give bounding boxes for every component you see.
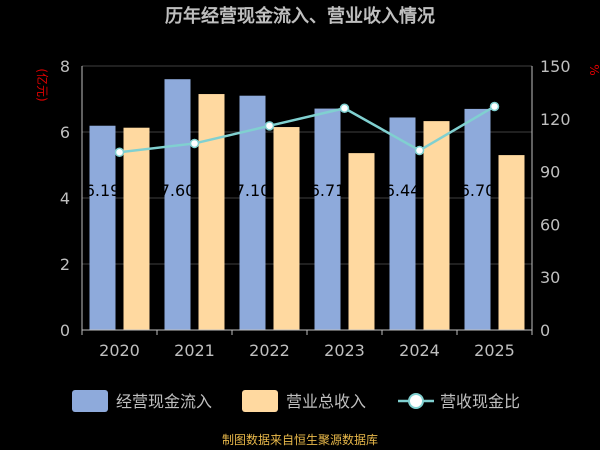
bar-cash-inflow bbox=[314, 108, 341, 330]
x-tick-label: 2023 bbox=[324, 341, 365, 360]
bar-revenue bbox=[498, 155, 525, 330]
bar-cash-inflow bbox=[464, 108, 491, 331]
bar-revenue bbox=[198, 94, 225, 330]
ratio-point bbox=[489, 101, 500, 112]
bar-revenue bbox=[123, 127, 150, 331]
legend-label-cash-inflow: 经营现金流入 bbox=[116, 392, 212, 411]
y-left-tick-label: 6 bbox=[60, 123, 70, 142]
bar-value-label: 6.71 bbox=[310, 181, 346, 200]
y-left-tick-label: 2 bbox=[60, 255, 70, 274]
y-left-axis-label: (亿元) bbox=[35, 68, 50, 101]
bar-revenue bbox=[423, 121, 450, 330]
source-note: 制图数据来自恒生聚源数据库 bbox=[222, 432, 378, 447]
y-right-tick-label: 0 bbox=[540, 321, 550, 340]
legend-label-ratio: 营收现金比 bbox=[440, 392, 520, 411]
legend-swatch-cash-inflow bbox=[72, 390, 108, 412]
ratio-point bbox=[264, 121, 275, 131]
bar-cash-inflow bbox=[164, 79, 191, 330]
legend: 经营现金流入 营业总收入 营收现金比 bbox=[72, 390, 520, 412]
bar-value-label: 6.19 bbox=[85, 181, 121, 200]
bar-value-label: 7.10 bbox=[235, 181, 271, 200]
y-right-tick-label: 90 bbox=[540, 163, 560, 182]
y-right-axis-label: % bbox=[587, 64, 600, 75]
y-right-tick-label: 120 bbox=[540, 110, 571, 129]
legend-label-revenue: 营业总收入 bbox=[286, 392, 366, 411]
bar-value-labels: 6.19 7.60 7.10 6.71 6.44 6.70 bbox=[85, 181, 496, 200]
y-left-tick-label: 8 bbox=[60, 57, 70, 76]
x-tick-label: 2025 bbox=[474, 341, 515, 360]
bar-revenue bbox=[348, 153, 375, 330]
bar-value-label: 6.70 bbox=[460, 181, 496, 200]
chart-title: 历年经营现金流入、营业收入情况 bbox=[165, 5, 435, 27]
x-tick-label: 2021 bbox=[174, 341, 215, 360]
ratio-line bbox=[114, 101, 500, 157]
ratio-point bbox=[114, 147, 125, 157]
bar-value-label: 7.60 bbox=[160, 181, 196, 200]
bar-value-label: 6.44 bbox=[385, 181, 421, 200]
ratio-line-path bbox=[119, 105, 496, 154]
ratio-point bbox=[414, 145, 425, 156]
bars bbox=[89, 79, 525, 331]
bar-cash-inflow bbox=[239, 95, 266, 330]
bar-cash-inflow bbox=[389, 117, 416, 330]
ratio-point bbox=[339, 103, 350, 113]
legend-swatch-ratio-marker bbox=[408, 393, 424, 409]
y-left-tick-label: 0 bbox=[60, 321, 70, 340]
bar-revenue bbox=[273, 127, 300, 330]
x-tick-label: 2024 bbox=[399, 341, 440, 360]
y-right-tick-label: 150 bbox=[540, 57, 571, 76]
x-tick-label: 2022 bbox=[249, 341, 290, 360]
y-right-tick-label: 30 bbox=[540, 268, 560, 287]
axes: 0 2 4 6 8 0 30 60 90 120 150 2020 2021 2022 2023 2024 20… bbox=[60, 57, 571, 360]
x-tick-label: 2020 bbox=[99, 341, 140, 360]
legend-swatch-revenue bbox=[242, 390, 278, 412]
ratio-point bbox=[189, 138, 200, 149]
y-right-tick-label: 60 bbox=[540, 215, 560, 234]
y-left-tick-label: 4 bbox=[60, 189, 70, 208]
bar-cash-inflow bbox=[89, 125, 116, 330]
